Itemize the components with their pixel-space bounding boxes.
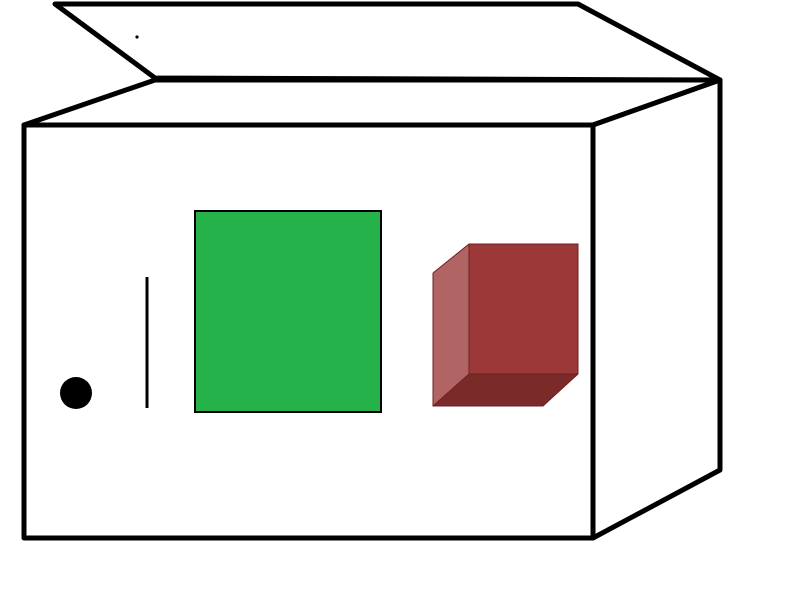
red-cube-front-face — [469, 244, 578, 374]
box-lid-flap — [52, 1, 723, 83]
green-square — [194, 210, 382, 413]
red-cube — [432, 243, 579, 407]
lid-speck — [135, 35, 139, 39]
box-right-face — [590, 77, 723, 541]
open-box — [21, 1, 723, 541]
black-dot — [60, 377, 92, 409]
red-cube-side-face — [433, 244, 469, 406]
red-cube-bottom-face — [433, 374, 578, 406]
